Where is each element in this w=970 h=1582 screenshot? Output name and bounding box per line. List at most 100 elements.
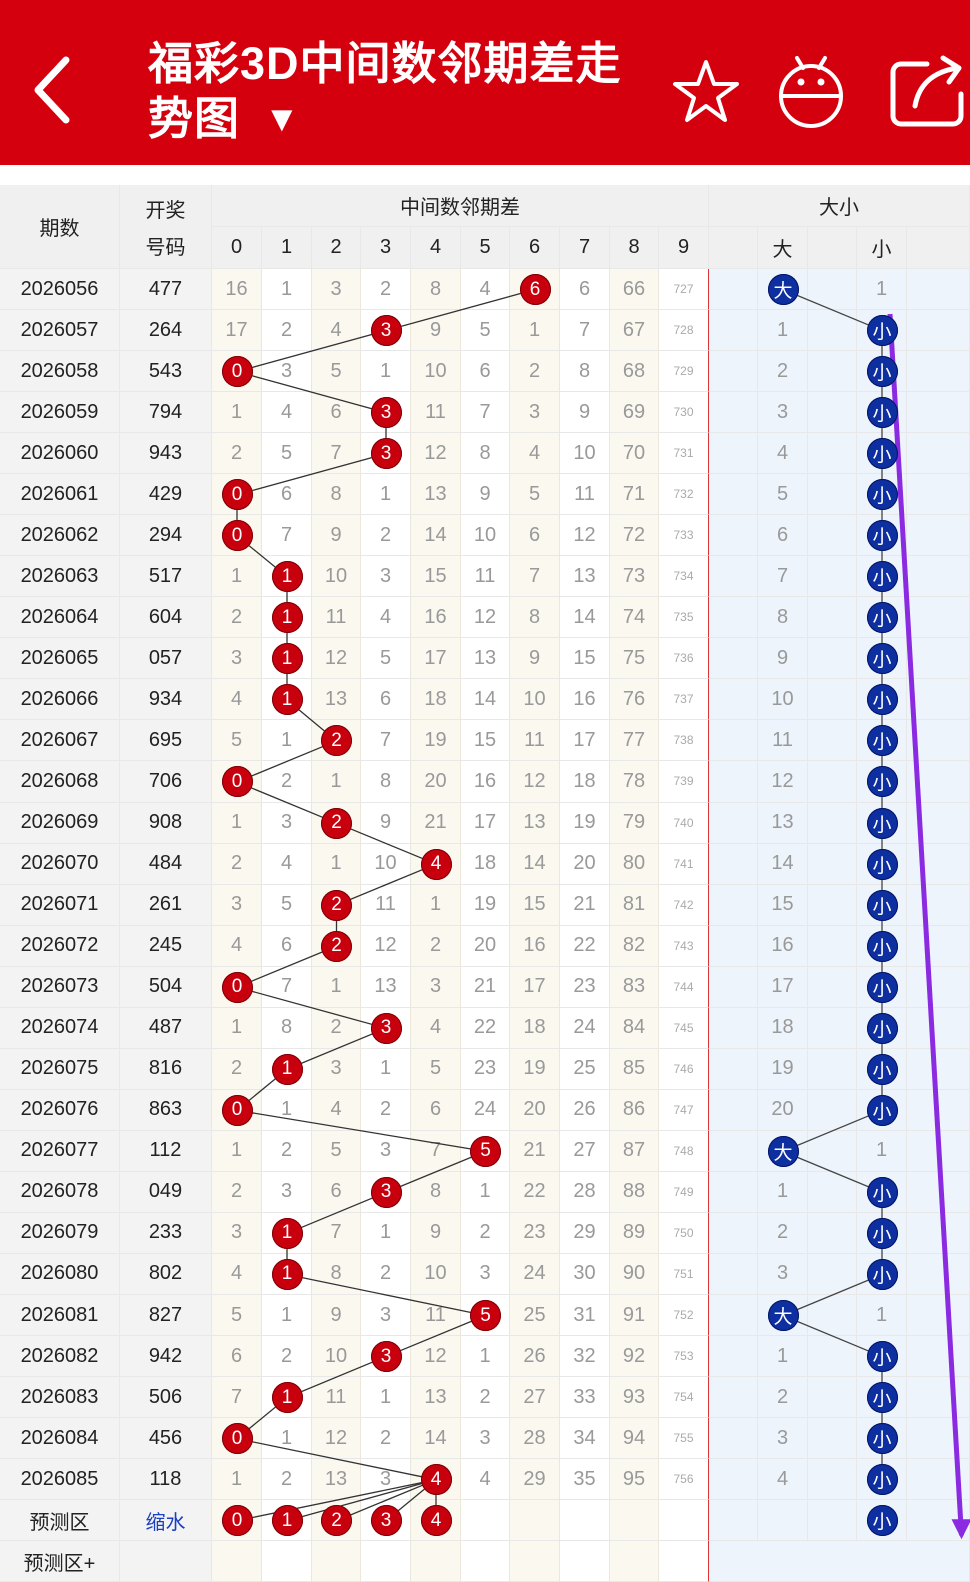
diff-cell: 1 <box>411 885 461 926</box>
diff-cell: 12 <box>411 1336 461 1377</box>
small-cell: 小 <box>857 1254 907 1295</box>
predict-ball[interactable]: 1 <box>272 1505 303 1536</box>
header-digit-1: 1 <box>262 227 312 269</box>
size-blank <box>709 1500 758 1541</box>
size-blank <box>709 1336 758 1377</box>
small-cell: 1 <box>857 269 907 310</box>
period-cell: 2026059 <box>0 392 120 433</box>
size-blank <box>907 1336 970 1377</box>
diff-cell: 5 <box>411 1049 461 1090</box>
predict-ball[interactable]: 3 <box>371 1505 402 1536</box>
share-icon[interactable] <box>887 50 967 130</box>
diff-cell: 12 <box>361 926 411 967</box>
period-cell: 2026084 <box>0 1418 120 1459</box>
diff-cell: 23 <box>510 1213 560 1254</box>
page-title[interactable]: 福彩3D中间数邻期差走 势图▼ <box>148 36 648 146</box>
predict-size-cell[interactable]: 小 <box>857 1500 907 1541</box>
big-ball: 大 <box>768 274 799 305</box>
predict-ball[interactable]: 0 <box>222 1505 253 1536</box>
predict-plus-cell[interactable] <box>411 1541 461 1582</box>
predict-plus-cell[interactable] <box>610 1541 659 1582</box>
size-blank <box>808 1377 857 1418</box>
size-blank <box>709 844 758 885</box>
diff-cell: 752 <box>659 1295 709 1336</box>
diff-cell: 2 <box>361 515 411 556</box>
diff-cell: 18 <box>461 844 510 885</box>
predict-plus-label[interactable]: 预测区+ <box>0 1541 120 1582</box>
diff-cell: 15 <box>510 885 560 926</box>
diff-cell: 5 <box>461 1131 510 1172</box>
back-arrow-icon[interactable] <box>28 50 88 130</box>
predict-cell[interactable]: 3 <box>361 1500 411 1541</box>
diff-cell: 8 <box>510 597 560 638</box>
diff-cell: 80 <box>610 844 659 885</box>
size-blank <box>709 1459 758 1500</box>
diff-cell: 23 <box>560 967 610 1008</box>
predict-cell <box>610 1500 659 1541</box>
period-cell: 2026068 <box>0 761 120 802</box>
big-cell: 20 <box>758 1090 808 1131</box>
hit-ball: 0 <box>222 766 253 797</box>
period-cell: 2026056 <box>0 269 120 310</box>
predict-ball[interactable]: 4 <box>421 1505 452 1536</box>
hit-ball: 0 <box>222 520 253 551</box>
star-icon[interactable] <box>670 50 742 130</box>
diff-cell: 9 <box>411 310 461 351</box>
draw-number-cell: 057 <box>120 638 212 679</box>
predict-small-ball[interactable]: 小 <box>867 1505 898 1536</box>
small-cell: 小 <box>857 761 907 802</box>
big-cell: 1 <box>758 1336 808 1377</box>
size-blank <box>709 1418 758 1459</box>
predict-plus-cell[interactable] <box>312 1541 361 1582</box>
diff-cell: 78 <box>610 761 659 802</box>
draw-number-cell: 816 <box>120 1049 212 1090</box>
diff-cell: 2 <box>262 310 312 351</box>
predict-plus-cell[interactable] <box>212 1541 262 1582</box>
predict-link[interactable]: 缩水 <box>120 1500 212 1541</box>
robot-icon[interactable] <box>775 50 847 130</box>
small-cell: 小 <box>857 310 907 351</box>
size-blank <box>907 1172 970 1213</box>
diff-cell: 6 <box>262 926 312 967</box>
dropdown-arrow-icon[interactable]: ▼ <box>264 91 301 146</box>
header-size-group: 大小 <box>709 185 970 227</box>
predict-plus-cell[interactable] <box>560 1541 610 1582</box>
size-blank <box>808 1131 857 1172</box>
period-cell: 2026072 <box>0 926 120 967</box>
diff-cell: 4 <box>411 1008 461 1049</box>
diff-cell: 2 <box>312 926 361 967</box>
predict-ball[interactable]: 2 <box>321 1505 352 1536</box>
period-cell: 2026081 <box>0 1295 120 1336</box>
diff-cell: 4 <box>212 1254 262 1295</box>
small-cell: 小 <box>857 1049 907 1090</box>
predict-plus-cell[interactable] <box>361 1541 411 1582</box>
big-cell: 1 <box>758 1172 808 1213</box>
predict-cell[interactable]: 1 <box>262 1500 312 1541</box>
diff-cell: 8 <box>560 351 610 392</box>
draw-number-cell: 294 <box>120 515 212 556</box>
big-cell: 4 <box>758 1459 808 1500</box>
predict-plus-cell[interactable] <box>461 1541 510 1582</box>
predict-plus-cell[interactable] <box>510 1541 560 1582</box>
size-blank <box>709 515 758 556</box>
size-blank <box>709 1131 758 1172</box>
diff-cell: 6 <box>212 1336 262 1377</box>
hit-ball: 4 <box>421 849 452 880</box>
diff-cell: 16 <box>411 597 461 638</box>
predict-plus-cell[interactable] <box>262 1541 312 1582</box>
app-header: 福彩3D中间数邻期差走 势图▼ <box>0 0 970 165</box>
small-cell: 小 <box>857 556 907 597</box>
diff-cell: 1 <box>312 844 361 885</box>
diff-cell: 11 <box>312 597 361 638</box>
predict-cell[interactable]: 0 <box>212 1500 262 1541</box>
predict-plus-cell[interactable] <box>659 1541 709 1582</box>
small-ball: 小 <box>867 808 898 839</box>
diff-cell: 1 <box>262 1295 312 1336</box>
predict-cell[interactable]: 2 <box>312 1500 361 1541</box>
size-blank <box>907 844 970 885</box>
big-ball: 大 <box>768 1136 799 1167</box>
period-cell: 2026069 <box>0 803 120 844</box>
predict-cell[interactable]: 4 <box>411 1500 461 1541</box>
big-cell: 大 <box>758 1131 808 1172</box>
small-cell: 小 <box>857 1008 907 1049</box>
